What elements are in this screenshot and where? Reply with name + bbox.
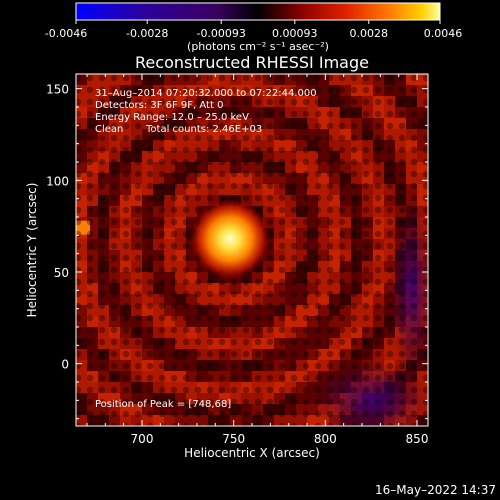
annotation-detectors: Detectors: 3F 6F 9F, Att 0 [95,100,223,111]
annotation-counts: Total counts: 2.46E+03 [145,124,262,135]
y-tick-label: 100 [46,174,69,188]
footer-timestamp: 16–May–2022 14:37 [375,483,496,497]
x-tick-label: 700 [131,432,154,446]
peak-source [190,199,270,279]
y-axis: 150 100 50 0 [46,83,428,420]
annotation-time-range: 31–Aug–2014 07:20:32.000 to 07:22:44.000 [95,88,317,99]
colorbar-tick-label: -0.00093 [196,27,245,40]
colorbar: -0.0046 -0.0028 -0.00093 0.00093 0.0028 0.004… [45,2,462,53]
annotations: 31–Aug–2014 07:20:32.000 to 07:22:44.000… [95,88,317,410]
y-tick-label: 50 [54,266,69,280]
colorbar-units-label: (photons cm⁻² s⁻¹ asec⁻²) [187,40,329,53]
y-axis-label: Heliocentric Y (arcsec) [25,183,39,318]
colorbar-gradient [75,2,441,21]
colorbar-tick-label: 0.00093 [272,27,318,40]
annotation-energy: Energy Range: 12.0 – 25.0 keV [95,112,249,123]
x-axis: 700 750 800 850 [86,74,429,446]
y-tick-label: 150 [46,83,69,97]
colorbar-tick-label: -0.0028 [126,27,168,40]
x-tick-label: 800 [314,432,337,446]
annotation-clean: Clean [95,124,123,135]
colorbar-tick-label: -0.0046 [45,27,87,40]
annotation-peak: Position of Peak = [748,68] [95,399,231,410]
y-tick-label: 0 [61,358,69,372]
colorbar-tick-label: 0.0028 [350,27,389,40]
colorbar-tick-label: 0.0046 [424,27,463,40]
chart-title: Reconstructed RHESSI Image [135,53,369,72]
heatmap-image [76,74,428,426]
x-axis-label: Heliocentric X (arcsec) [184,446,320,460]
colorbar-ticks: -0.0046 -0.0028 -0.00093 0.00093 0.0028 0.004… [45,20,462,40]
x-tick-label: 850 [406,432,429,446]
x-tick-label: 750 [222,432,245,446]
